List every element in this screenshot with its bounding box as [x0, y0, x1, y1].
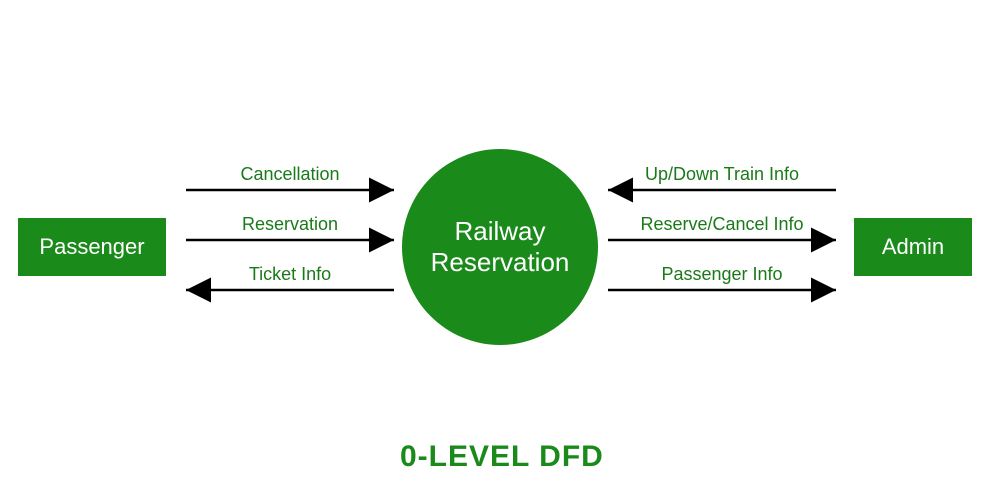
label-cancellation: Cancellation: [186, 164, 394, 185]
process-label: Railway Reservation: [431, 216, 570, 278]
entity-admin-label: Admin: [882, 234, 944, 260]
label-ticket-info: Ticket Info: [186, 264, 394, 285]
entity-admin: Admin: [854, 218, 972, 276]
label-passenger-info: Passenger Info: [608, 264, 836, 285]
label-train-info: Up/Down Train Info: [608, 164, 836, 185]
diagram-title: 0-LEVEL DFD: [400, 440, 604, 474]
label-reservation: Reservation: [186, 214, 394, 235]
entity-passenger-label: Passenger: [39, 234, 144, 260]
label-reserve-cancel: Reserve/Cancel Info: [608, 214, 836, 235]
process-railway-reservation: Railway Reservation: [402, 149, 598, 345]
entity-passenger: Passenger: [18, 218, 166, 276]
